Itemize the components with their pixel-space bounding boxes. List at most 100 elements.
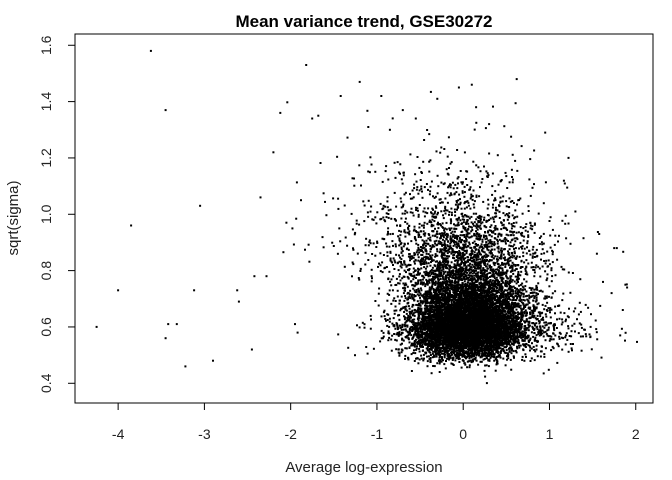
data-point xyxy=(381,337,384,340)
data-point xyxy=(410,295,413,298)
data-point xyxy=(426,299,429,301)
data-point xyxy=(526,294,529,297)
data-point xyxy=(454,338,457,340)
data-point xyxy=(411,344,414,347)
data-point xyxy=(493,311,496,314)
data-point xyxy=(516,347,519,350)
data-point xyxy=(443,356,446,359)
data-point xyxy=(482,344,485,347)
data-point xyxy=(467,301,469,304)
data-point xyxy=(464,357,467,360)
data-point xyxy=(424,337,427,340)
data-point xyxy=(416,342,419,345)
data-point xyxy=(498,325,500,327)
data-point xyxy=(500,290,503,293)
data-point xyxy=(426,295,429,298)
data-point xyxy=(422,339,425,342)
data-point xyxy=(452,345,455,347)
data-point xyxy=(388,317,391,320)
data-point xyxy=(481,336,483,339)
data-point xyxy=(415,338,417,341)
data-point xyxy=(459,342,462,345)
data-point xyxy=(533,323,536,326)
data-point xyxy=(412,351,415,354)
data-point xyxy=(448,357,451,360)
data-point xyxy=(404,328,407,331)
data-point xyxy=(404,297,407,300)
data-point xyxy=(484,298,487,300)
data-point xyxy=(490,312,493,314)
data-point xyxy=(398,333,401,336)
data-point xyxy=(443,303,446,306)
data-point xyxy=(470,350,473,353)
data-point xyxy=(473,355,475,358)
data-point xyxy=(462,351,464,354)
data-point xyxy=(465,290,467,293)
data-point xyxy=(429,254,432,257)
data-point xyxy=(508,298,511,300)
data-point xyxy=(423,336,426,339)
data-point xyxy=(432,344,435,347)
data-point xyxy=(392,317,395,320)
data-point xyxy=(497,342,500,345)
data-point xyxy=(422,313,425,316)
data-point xyxy=(496,361,498,364)
data-point xyxy=(453,301,456,304)
data-point xyxy=(475,342,478,345)
data-point xyxy=(455,268,458,271)
data-point xyxy=(514,339,517,341)
data-point xyxy=(410,344,413,347)
data-point xyxy=(458,357,461,360)
data-point xyxy=(576,318,578,321)
data-point xyxy=(410,316,412,319)
data-point xyxy=(455,357,458,360)
data-point xyxy=(498,339,501,342)
plot-frame xyxy=(74,33,654,404)
data-point xyxy=(544,321,547,324)
data-point xyxy=(494,346,497,349)
data-point xyxy=(432,322,435,325)
data-point xyxy=(425,335,428,338)
data-point xyxy=(464,337,467,340)
data-point xyxy=(419,282,422,285)
data-point xyxy=(427,321,430,324)
data-point xyxy=(401,323,404,326)
data-point xyxy=(430,338,433,340)
data-point xyxy=(504,318,507,321)
data-point xyxy=(497,297,500,300)
data-point xyxy=(481,351,484,354)
data-point xyxy=(464,304,467,307)
data-point xyxy=(387,339,390,342)
data-point xyxy=(443,320,446,323)
data-point xyxy=(485,364,488,367)
data-point xyxy=(423,307,426,310)
data-point xyxy=(435,299,438,302)
data-point xyxy=(503,290,505,293)
data-point xyxy=(411,297,414,300)
data-point xyxy=(493,320,495,323)
data-point xyxy=(518,316,521,319)
data-point xyxy=(465,315,468,318)
data-point xyxy=(452,350,455,353)
data-point xyxy=(422,353,425,356)
data-point xyxy=(500,349,503,352)
data-point xyxy=(505,346,507,349)
data-point xyxy=(506,333,508,336)
data-point xyxy=(489,301,492,304)
data-point xyxy=(535,334,538,337)
data-point xyxy=(418,358,421,361)
data-point xyxy=(506,314,509,317)
data-point xyxy=(442,339,444,342)
data-point xyxy=(461,317,464,320)
data-point xyxy=(413,340,416,342)
data-point xyxy=(523,327,526,330)
data-point xyxy=(470,341,473,344)
data-point xyxy=(464,352,467,354)
data-point xyxy=(454,332,457,335)
data-point xyxy=(463,351,466,354)
data-point xyxy=(383,309,386,312)
data-point xyxy=(484,351,486,354)
data-point xyxy=(431,304,434,307)
data-point xyxy=(388,332,391,335)
data-point xyxy=(535,296,538,299)
